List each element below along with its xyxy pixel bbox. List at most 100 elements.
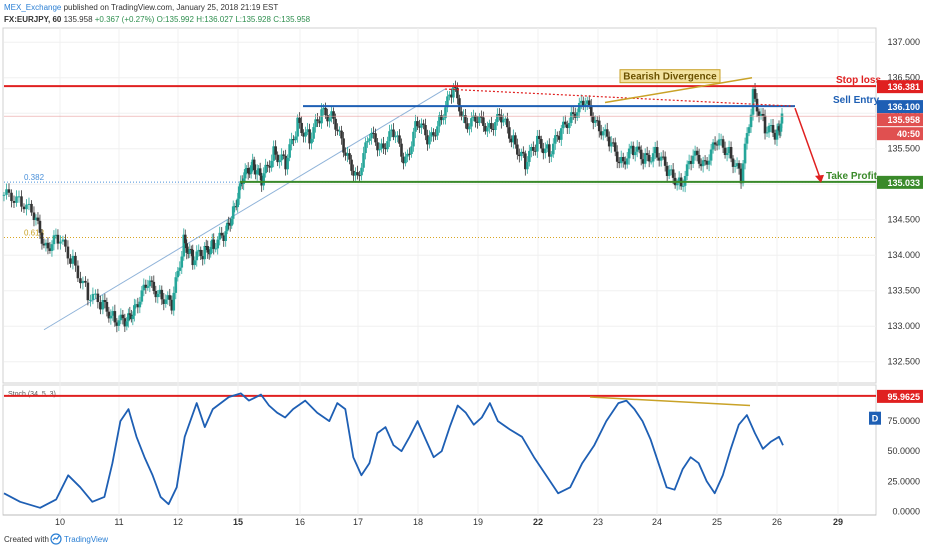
candle-body	[227, 222, 231, 224]
candle-body	[74, 255, 77, 266]
candle-body	[76, 265, 80, 279]
candle-body	[663, 156, 667, 166]
candle-body	[609, 142, 613, 147]
candle-body	[306, 129, 309, 132]
candle-body	[209, 246, 213, 255]
candle-body	[27, 203, 31, 205]
candle-body	[158, 289, 162, 294]
candle-body	[757, 111, 761, 117]
candle-body	[210, 239, 214, 247]
stoch-reference-tag-bg	[877, 389, 923, 403]
candle-body	[344, 152, 347, 156]
candle-body	[40, 232, 44, 244]
candle-body	[713, 142, 717, 145]
candle-body	[280, 154, 283, 161]
candle-body	[336, 129, 339, 132]
candle-body	[655, 147, 659, 158]
candle-body	[472, 115, 475, 119]
candle-body	[532, 146, 535, 151]
candle-body	[426, 135, 429, 145]
candle-body	[510, 138, 513, 143]
candle-body	[747, 127, 751, 134]
candle-body	[635, 146, 639, 152]
candle-body	[225, 222, 229, 232]
candle-body	[354, 172, 357, 176]
candle-body	[689, 160, 693, 164]
candle-body	[328, 118, 331, 122]
candle-body	[484, 125, 487, 132]
candle-body	[94, 293, 97, 295]
candle-body	[446, 96, 449, 108]
candle-body	[500, 115, 503, 123]
candle-body	[340, 130, 343, 139]
candle-body	[514, 135, 517, 145]
ohlc-high: H:136.027	[196, 15, 234, 24]
take-profit-price-tag: 135.033	[887, 178, 920, 188]
candle-body	[237, 186, 241, 199]
candle-body	[84, 280, 87, 283]
candle-body	[278, 160, 281, 163]
candle-body	[258, 168, 262, 176]
footer: Created with TradingView	[0, 530, 932, 550]
candle-body	[136, 304, 140, 308]
candle-body	[422, 123, 425, 126]
x-tick-label: 17	[353, 517, 363, 527]
candle-body	[452, 86, 455, 98]
candle-body	[555, 135, 559, 137]
candle-body	[42, 243, 46, 246]
sell-entry-label: Sell Entry	[833, 95, 880, 106]
candle-body	[308, 129, 311, 144]
candle-body	[123, 318, 127, 327]
candle-body	[44, 242, 48, 246]
candle-body	[577, 102, 581, 113]
tradingview-brand[interactable]: TradingView	[64, 535, 109, 544]
candle-body	[629, 145, 633, 149]
candle-body	[769, 125, 773, 127]
candle-body	[557, 136, 561, 140]
candle-body	[146, 286, 150, 288]
price-tick-label: 133.000	[887, 321, 920, 331]
candle-body	[599, 131, 603, 136]
candle-body	[516, 144, 519, 155]
candle-body	[249, 165, 253, 174]
candle-body	[651, 153, 655, 162]
candle-body	[140, 290, 144, 302]
tradingview-logo-icon[interactable]	[50, 533, 62, 547]
candle-body	[50, 244, 54, 251]
candle-body	[243, 169, 247, 179]
candle-body	[164, 299, 168, 304]
candle-body	[737, 163, 741, 169]
last-price: 135.958	[63, 15, 93, 24]
candle-body	[257, 168, 260, 171]
candle-body	[25, 204, 28, 210]
price-tick-label: 137.000	[887, 37, 920, 47]
publisher-link[interactable]: MEX_Exchange	[4, 3, 62, 12]
x-tick-label: 11	[114, 517, 123, 527]
candle-body	[587, 100, 591, 106]
candle-body	[675, 183, 679, 186]
candle-body	[183, 234, 187, 244]
ohlc-low: L:135.928	[235, 15, 271, 24]
candle-body	[358, 175, 361, 177]
candle-body	[34, 217, 38, 221]
stoch-tick-label: 25.0000	[887, 476, 920, 486]
candle-body	[569, 112, 573, 123]
candle-body	[448, 94, 451, 97]
stoch-divergence-line	[589, 396, 751, 407]
candle-body	[302, 133, 305, 137]
candle-body	[390, 129, 393, 132]
candle-body	[466, 123, 469, 130]
candle-body	[420, 123, 423, 128]
candle-body	[128, 313, 132, 315]
candle-body	[203, 245, 207, 260]
divergence-trend-line	[604, 76, 753, 104]
candle-body	[567, 122, 571, 129]
current-price-tag: 135.958	[887, 115, 920, 125]
candle-body	[130, 314, 133, 320]
candle-body	[478, 116, 481, 123]
candle-body	[56, 234, 60, 244]
candle-body	[326, 115, 329, 122]
candle-body	[780, 113, 784, 124]
sell-entry-price-tag-bg	[877, 100, 923, 114]
